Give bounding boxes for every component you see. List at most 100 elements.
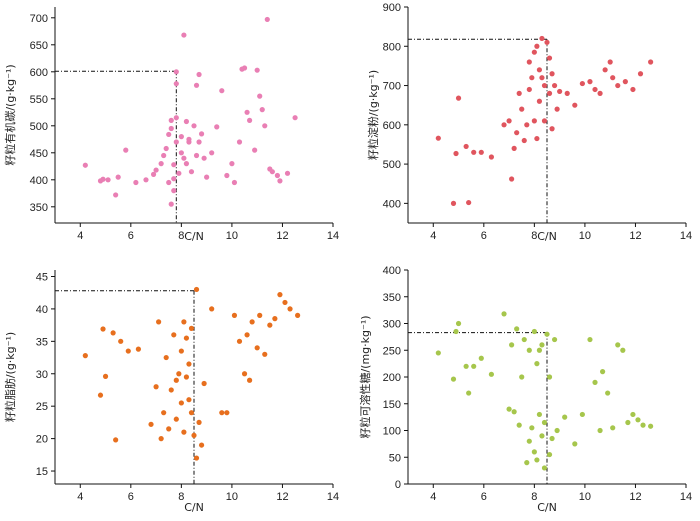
- data-point: [600, 369, 606, 375]
- data-point: [186, 397, 192, 403]
- y-tick-label: 400: [30, 175, 48, 187]
- data-point: [597, 90, 603, 96]
- data-point: [284, 170, 291, 176]
- x-tick-label: 10: [579, 491, 591, 503]
- data-point: [287, 306, 293, 312]
- data-point: [244, 109, 250, 115]
- data-point: [173, 139, 179, 145]
- data-point: [262, 123, 268, 129]
- data-point: [564, 90, 570, 96]
- data-point: [488, 371, 494, 377]
- data-point: [181, 319, 187, 325]
- data-point: [252, 147, 258, 153]
- data-point: [519, 374, 525, 380]
- data-point: [541, 465, 548, 471]
- y-tick-label: 15: [36, 466, 48, 478]
- panel-soluble-sugar: 4 6 8 10 12 14 0 50 100 150 200 250 300 350 400 C/N 籽粒可溶…: [358, 265, 692, 514]
- data-point: [153, 384, 159, 390]
- data-point: [173, 115, 179, 121]
- data-point: [506, 118, 512, 124]
- data-point: [161, 152, 167, 159]
- y-axis-title: 籽粒可溶性糖/(mg·kg⁻¹): [358, 315, 372, 438]
- y-tick-label: 550: [30, 94, 48, 106]
- x-tick-label: 4: [430, 230, 436, 242]
- data-point: [549, 126, 555, 132]
- data-point: [516, 422, 522, 428]
- data-point: [193, 455, 200, 461]
- data-point: [579, 80, 585, 87]
- y-axis-title: 籽粒有机碳/(g·kg⁻¹): [3, 64, 17, 165]
- data-point: [236, 139, 243, 145]
- data-point: [231, 179, 238, 186]
- data-point: [105, 177, 111, 183]
- x-axis-title: C/N: [537, 230, 557, 243]
- data-point: [529, 425, 535, 431]
- data-point: [579, 411, 585, 418]
- data-point: [511, 409, 517, 415]
- x-tick-label: 8: [178, 230, 184, 242]
- data-point: [188, 325, 195, 331]
- data-point: [82, 162, 88, 168]
- x-tick-label: 8: [531, 230, 537, 242]
- data-point: [531, 49, 537, 55]
- y-axis-title: 籽粒脂肪/(g·kg⁻¹): [3, 332, 17, 422]
- data-point: [524, 460, 530, 466]
- data-point: [615, 342, 621, 348]
- data-point: [551, 82, 558, 89]
- data-point: [534, 457, 540, 463]
- data-point: [176, 170, 182, 176]
- x-tick-label: 12: [276, 230, 288, 242]
- y-tick-label: 100: [383, 426, 401, 438]
- data-point: [173, 69, 179, 75]
- x-tick-label: 6: [128, 491, 134, 503]
- data-point: [536, 98, 543, 104]
- data-point: [450, 376, 457, 382]
- data-point: [539, 433, 545, 439]
- data-point: [620, 347, 626, 353]
- data-point: [610, 75, 616, 81]
- data-point: [168, 201, 174, 207]
- data-point: [546, 374, 553, 380]
- data-point: [183, 335, 190, 341]
- data-point: [521, 336, 527, 343]
- data-point: [153, 167, 159, 173]
- data-point: [178, 150, 184, 156]
- y-tick-label: 350: [30, 202, 48, 214]
- data-point: [292, 115, 298, 121]
- data-point: [531, 118, 537, 124]
- data-point: [526, 438, 532, 444]
- data-point: [201, 155, 207, 161]
- y-tick-label: 500: [30, 121, 48, 133]
- data-point: [546, 55, 553, 61]
- panel-fat: 4 6 8 10 12 14 15 20 25 30 35 40 45 C/N 籽粒脂肪/(g·kg⁻¹): [3, 270, 339, 514]
- data-point: [282, 299, 288, 306]
- data-point: [622, 79, 628, 85]
- data-point: [97, 392, 104, 398]
- data-point: [173, 377, 179, 383]
- data-point: [125, 348, 131, 354]
- data-point: [181, 429, 187, 435]
- data-point: [229, 161, 235, 167]
- data-point: [524, 122, 530, 128]
- data-point: [254, 67, 260, 73]
- x-tick-label: 14: [680, 230, 692, 242]
- x-tick-label: 6: [128, 230, 134, 242]
- data-point: [546, 90, 553, 96]
- data-point: [536, 347, 543, 353]
- data-point: [572, 102, 578, 108]
- data-point: [241, 371, 248, 377]
- data-point: [514, 130, 520, 136]
- x-tick-label: 14: [327, 230, 339, 242]
- data-point: [605, 390, 611, 396]
- data-point: [176, 371, 182, 377]
- data-point: [178, 400, 184, 406]
- y-tick-label: 50: [389, 452, 401, 464]
- data-point: [544, 39, 550, 45]
- data-point: [168, 125, 174, 132]
- data-point: [236, 338, 243, 344]
- data-point: [204, 174, 210, 180]
- data-point: [171, 188, 177, 194]
- y-tick-label: 800: [383, 41, 401, 53]
- data-point: [455, 95, 462, 101]
